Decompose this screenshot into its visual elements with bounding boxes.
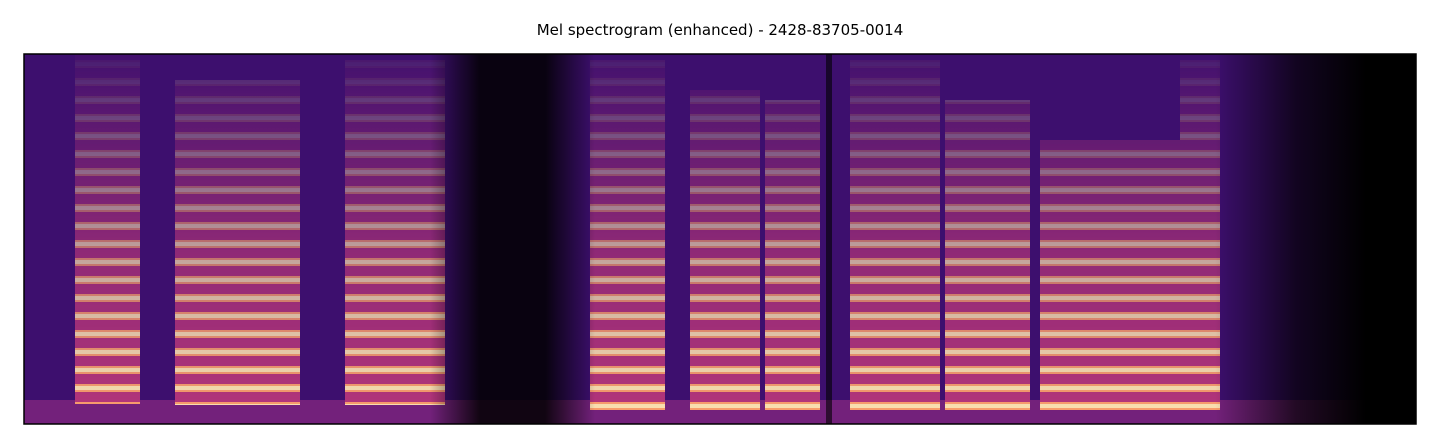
axes-frame bbox=[23, 53, 1417, 425]
spectrogram bbox=[24, 54, 1416, 424]
chart-title: Mel spectrogram (enhanced) - 2428-83705-… bbox=[537, 21, 904, 39]
